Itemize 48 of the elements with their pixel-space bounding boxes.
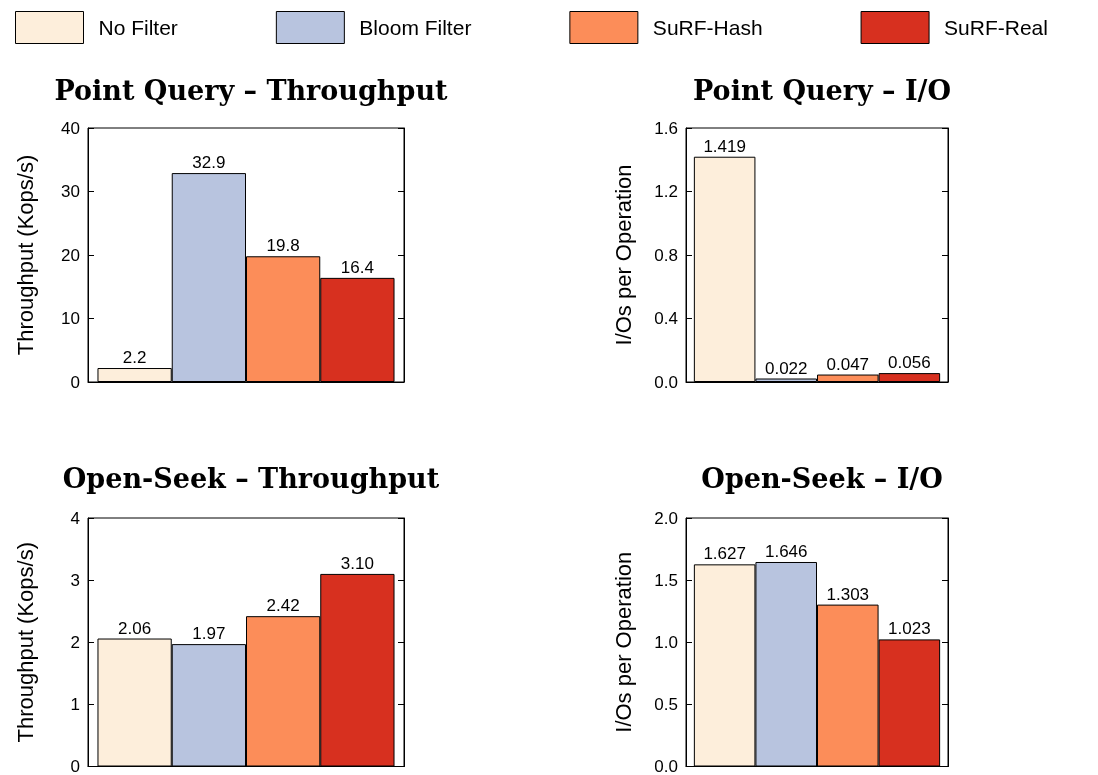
data-label: 1.646 [764, 541, 808, 561]
y-tick-label: 4 [70, 508, 80, 528]
y-tick-label: 1.6 [654, 118, 678, 138]
y-tick-label: 20 [61, 245, 80, 265]
chart-title: Point Query – I/O [693, 75, 951, 106]
y-tick-label: 0.8 [654, 245, 678, 265]
y-tick-label: 0.4 [654, 309, 678, 328]
data-label: 16.4 [340, 257, 374, 277]
y-tick-label: 40 [61, 118, 80, 138]
chart-title: Point Query – Throughput [54, 75, 449, 106]
chart-title: Open-Seek – Throughput [62, 463, 440, 494]
y-axis-title: Throughput (Kops/s) [12, 541, 38, 743]
data-label: 1.419 [703, 136, 746, 156]
data-label: 32.9 [192, 153, 226, 173]
legend-label: No Filter [98, 16, 178, 39]
data-label: 0.047 [826, 354, 870, 374]
y-tick-label: 0.0 [654, 372, 678, 392]
data-label: 3.10 [340, 553, 374, 573]
y-tick-label: 0 [70, 372, 80, 392]
data-label: 1.627 [703, 544, 746, 564]
legend-label: SuRF-Real [944, 16, 1048, 39]
legend-label: SuRF-Hash [652, 16, 763, 39]
y-tick-label: 3 [70, 570, 80, 590]
y-axis-title: I/Os per Operation [610, 551, 636, 733]
data-label: 1.97 [192, 624, 226, 644]
y-axis-title: I/Os per Operation [610, 164, 636, 346]
data-label: 19.8 [266, 236, 300, 256]
data-label: 2.42 [266, 596, 300, 616]
legend-label: Bloom Filter [359, 16, 472, 39]
y-tick-label: 1.0 [654, 632, 678, 652]
y-tick-label: 1.2 [654, 182, 678, 201]
data-label: 2.06 [118, 618, 152, 638]
y-tick-label: 2 [70, 632, 80, 652]
data-label: 2.2 [122, 348, 147, 368]
y-tick-label: 1.5 [654, 570, 678, 590]
y-tick-label: 1 [70, 694, 80, 714]
data-label: 1.023 [888, 619, 931, 639]
data-label: 1.303 [826, 584, 870, 604]
y-tick-label: 0 [70, 757, 80, 775]
y-tick-label: 2.0 [654, 508, 678, 528]
y-tick-label: 10 [61, 309, 80, 328]
y-axis-title: Throughput (Kops/s) [12, 154, 38, 356]
y-tick-label: 0.5 [654, 694, 678, 714]
data-label: 0.056 [888, 353, 931, 373]
y-tick-label: 30 [61, 182, 80, 201]
y-tick-label: 0.0 [654, 757, 678, 775]
data-label: 0.022 [764, 358, 808, 378]
chart-title: Open-Seek – I/O [701, 463, 943, 494]
